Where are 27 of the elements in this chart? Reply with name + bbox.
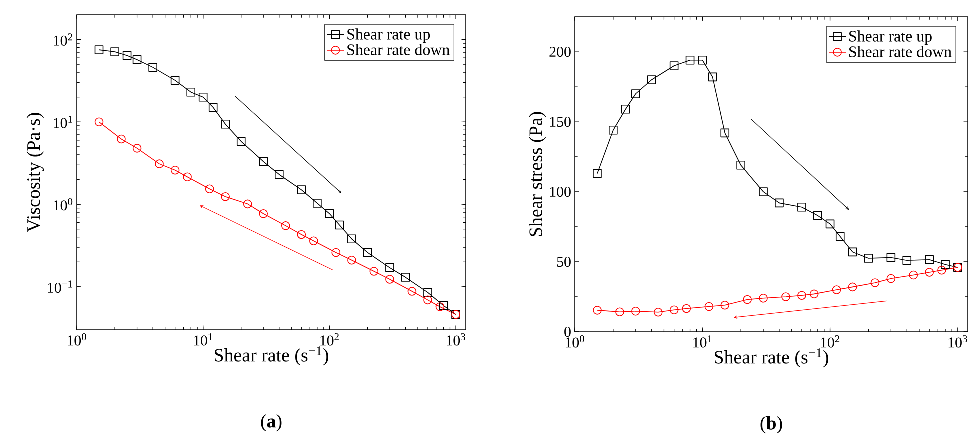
- y-axis-title: Viscosity (Pa·s): [26, 113, 44, 232]
- y-tick-label: 150: [550, 116, 571, 128]
- y-tick-label: 100: [550, 186, 571, 198]
- x-tick-label: 10$^{3}$: [948, 336, 968, 348]
- y-tick-label: 10$^{2}$: [54, 34, 72, 46]
- x-axis-title: Shear rate (s$^{−1}$): [715, 348, 828, 368]
- y-tick-label: 50: [557, 256, 571, 268]
- y-tick-label: 10$^{0}$: [54, 198, 73, 211]
- legend-label: Shear rate up: [850, 30, 932, 46]
- legend-label: Shear rate up: [348, 28, 430, 44]
- x-tick-label: 10$^{2}$: [821, 336, 840, 348]
- x-tick-label: 10$^{0}$: [68, 334, 86, 346]
- legend-label: Shear rate down: [348, 44, 450, 56]
- text: (a): [261, 414, 282, 432]
- x-tick-label: 10$^{2}$: [320, 334, 339, 346]
- y-tick-label: 10$^{1}$: [54, 116, 72, 128]
- y-tick-label: 0: [564, 326, 571, 338]
- x-tick-label: 10$^{1}$: [194, 334, 213, 346]
- y-tick-label: 10$^{−1}$: [48, 280, 72, 294]
- y-axis-title: Shear stress (Pa): [529, 112, 546, 236]
- y-tick-label: 200: [550, 46, 571, 58]
- x-tick-label: 10$^{0}$: [566, 336, 584, 348]
- x-tick-label: 10$^{3}$: [446, 334, 466, 346]
- x-axis-title: Shear rate (s$^{−1}$): [215, 346, 328, 366]
- text: (b): [760, 416, 782, 434]
- legend-label: Shear rate down: [850, 46, 952, 58]
- x-tick-label: 10$^{1}$: [694, 336, 712, 348]
